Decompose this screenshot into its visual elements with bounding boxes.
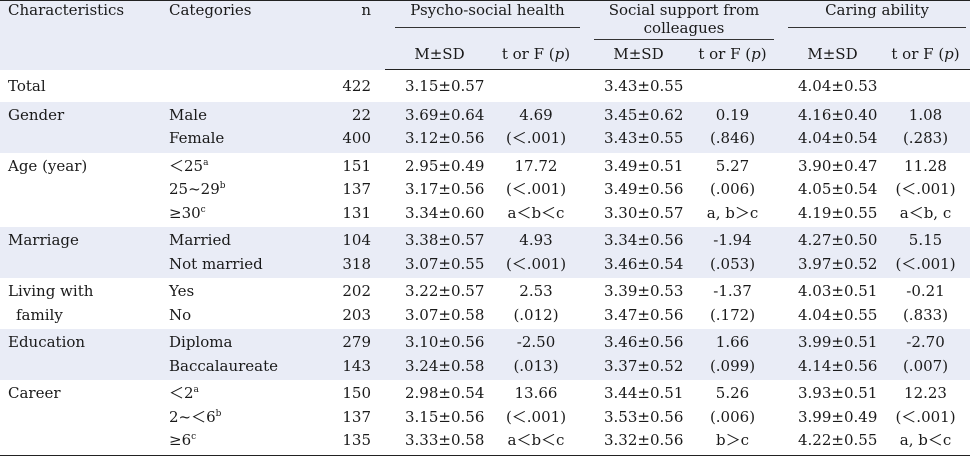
caring-test-cell: -2.70 (.007) [881,329,970,380]
psycho-msd-cell: 2.95±0.49 3.17±0.56 3.34±0.60 [391,152,488,227]
header-characteristics: Characteristics [0,0,155,70]
n-cell: 279 143 [295,329,385,380]
header-caring-ability: Caring ability [784,0,970,45]
psycho-test-cell: -2.50 (.013) [488,329,584,380]
n-cell: 151 137 131 [295,152,385,227]
characteristic-cell: Marriage [0,227,155,278]
characteristic-cell: Gender [0,101,155,153]
header-msd: M±SD [590,45,687,70]
support-msd-cell: 3.46±0.56 3.37±0.52 [590,329,687,380]
n-cell: 422 [295,69,385,102]
header-categories: Categories [155,0,295,70]
caring-msd-cell: 3.93±0.51 3.99±0.49 4.22±0.55 [784,380,881,456]
caring-msd-cell: 4.16±0.40 4.04±0.54 [784,101,881,153]
characteristic-cell: Total [0,69,155,102]
caring-msd-cell: 4.04±0.53 [784,69,881,102]
psycho-msd-cell: 3.38±0.57 3.07±0.55 [391,227,488,278]
psycho-test-cell: 4.69 (＜.001) [488,101,584,153]
support-test-cell: 1.66 (.099) [687,329,778,380]
support-test-cell: -1.37 (.172) [687,278,778,329]
header-t-or-f: t or F (p) [488,45,584,70]
psycho-msd-cell: 2.98±0.54 3.15±0.56 3.33±0.58 [391,380,488,456]
caring-test-cell: 1.08 (.283) [881,101,970,153]
header-msd: M±SD [784,45,881,70]
support-msd-cell: 3.44±0.51 3.53±0.56 3.32±0.56 [590,380,687,456]
psycho-test-cell: 4.93 (＜.001) [488,227,584,278]
header-t-or-f: t or F (p) [687,45,778,70]
caring-test-cell: 11.28 (＜.001) a＜b, c [881,152,970,227]
n-cell: 22 400 [295,101,385,153]
category-cell [155,69,295,102]
table-row: Marriage Married Not married 104 318 3.38±0.5… [0,227,970,278]
caring-test-cell: 12.23 (＜.001) a, b＜c [881,380,970,456]
psycho-msd-cell: 3.10±0.56 3.24±0.58 [391,329,488,380]
category-cell: Diploma Baccalaureate [155,329,295,380]
table-row: Age (year) ＜25a 25~29b ≥30c 151 137 131 2.95±0.… [0,152,970,227]
category-cell: Yes No [155,278,295,329]
category-cell: ＜25a 25~29b ≥30c [155,152,295,227]
n-cell: 104 318 [295,227,385,278]
psycho-test-cell [488,69,584,102]
header-t-or-f: t or F (p) [881,45,970,70]
category-cell: Married Not married [155,227,295,278]
caring-test-cell: 5.15 (＜.001) [881,227,970,278]
psycho-msd-cell: 3.69±0.64 3.12±0.56 [391,101,488,153]
caring-msd-cell: 4.27±0.50 3.97±0.52 [784,227,881,278]
table-row: Education Diploma Baccalaureate 279 143 3.10±… [0,329,970,380]
psycho-test-cell: 13.66 (＜.001) a＜b＜c [488,380,584,456]
category-cell: Male Female [155,101,295,153]
caring-test-cell [881,69,970,102]
category-cell: ＜2a 2~＜6b ≥6c [155,380,295,456]
caring-msd-cell: 3.99±0.51 4.14±0.56 [784,329,881,380]
support-msd-cell: 3.34±0.56 3.46±0.54 [590,227,687,278]
psycho-test-cell: 17.72 (＜.001) a＜b＜c [488,152,584,227]
characteristic-cell: Age (year) [0,152,155,227]
table-row: Total 422 3.15±0.57 3.43±0.55 4.04±0.53 [0,69,970,102]
n-cell: 150 137 135 [295,380,385,456]
support-msd-cell: 3.49±0.51 3.49±0.56 3.30±0.57 [590,152,687,227]
table-body: Total 422 3.15±0.57 3.43±0.55 4.04±0.53 Gende… [0,69,970,456]
characteristic-cell: Career [0,380,155,456]
caring-msd-cell: 3.90±0.47 4.05±0.54 4.19±0.55 [784,152,881,227]
support-test-cell: 0.19 (.846) [687,101,778,153]
support-test-cell: -1.94 (.053) [687,227,778,278]
support-test-cell [687,69,778,102]
header-n: n [295,0,385,70]
table-row: Living with family Yes No 202 203 3.22±0.57 3.0… [0,278,970,329]
characteristic-cell: Education [0,329,155,380]
table-row: Gender Male Female 22 400 3.69±0.64 3.12±0.56 4… [0,101,970,153]
support-test-cell: 5.26 (.006) b＞c [687,380,778,456]
support-test-cell: 5.27 (.006) a, b＞c [687,152,778,227]
characteristic-cell: Living with family [0,278,155,329]
header-social-support: Social support from colleagues [590,0,778,45]
n-cell: 202 203 [295,278,385,329]
caring-test-cell: -0.21 (.833) [881,278,970,329]
support-msd-cell: 3.43±0.55 [590,69,687,102]
support-msd-cell: 3.39±0.53 3.47±0.56 [590,278,687,329]
results-table: Characteristics Categories n Psycho-soci… [0,0,970,456]
caring-msd-cell: 4.03±0.51 4.04±0.55 [784,278,881,329]
support-msd-cell: 3.45±0.62 3.43±0.55 [590,101,687,153]
table-row: Career ＜2a 2~＜6b ≥6c 150 137 135 2.98±0.54 3.15±… [0,380,970,456]
psycho-test-cell: 2.53 (.012) [488,278,584,329]
header-psycho-social-health: Psycho-social health [391,0,584,45]
header-msd: M±SD [391,45,488,70]
psycho-msd-cell: 3.15±0.57 [391,69,488,102]
psycho-msd-cell: 3.22±0.57 3.07±0.58 [391,278,488,329]
